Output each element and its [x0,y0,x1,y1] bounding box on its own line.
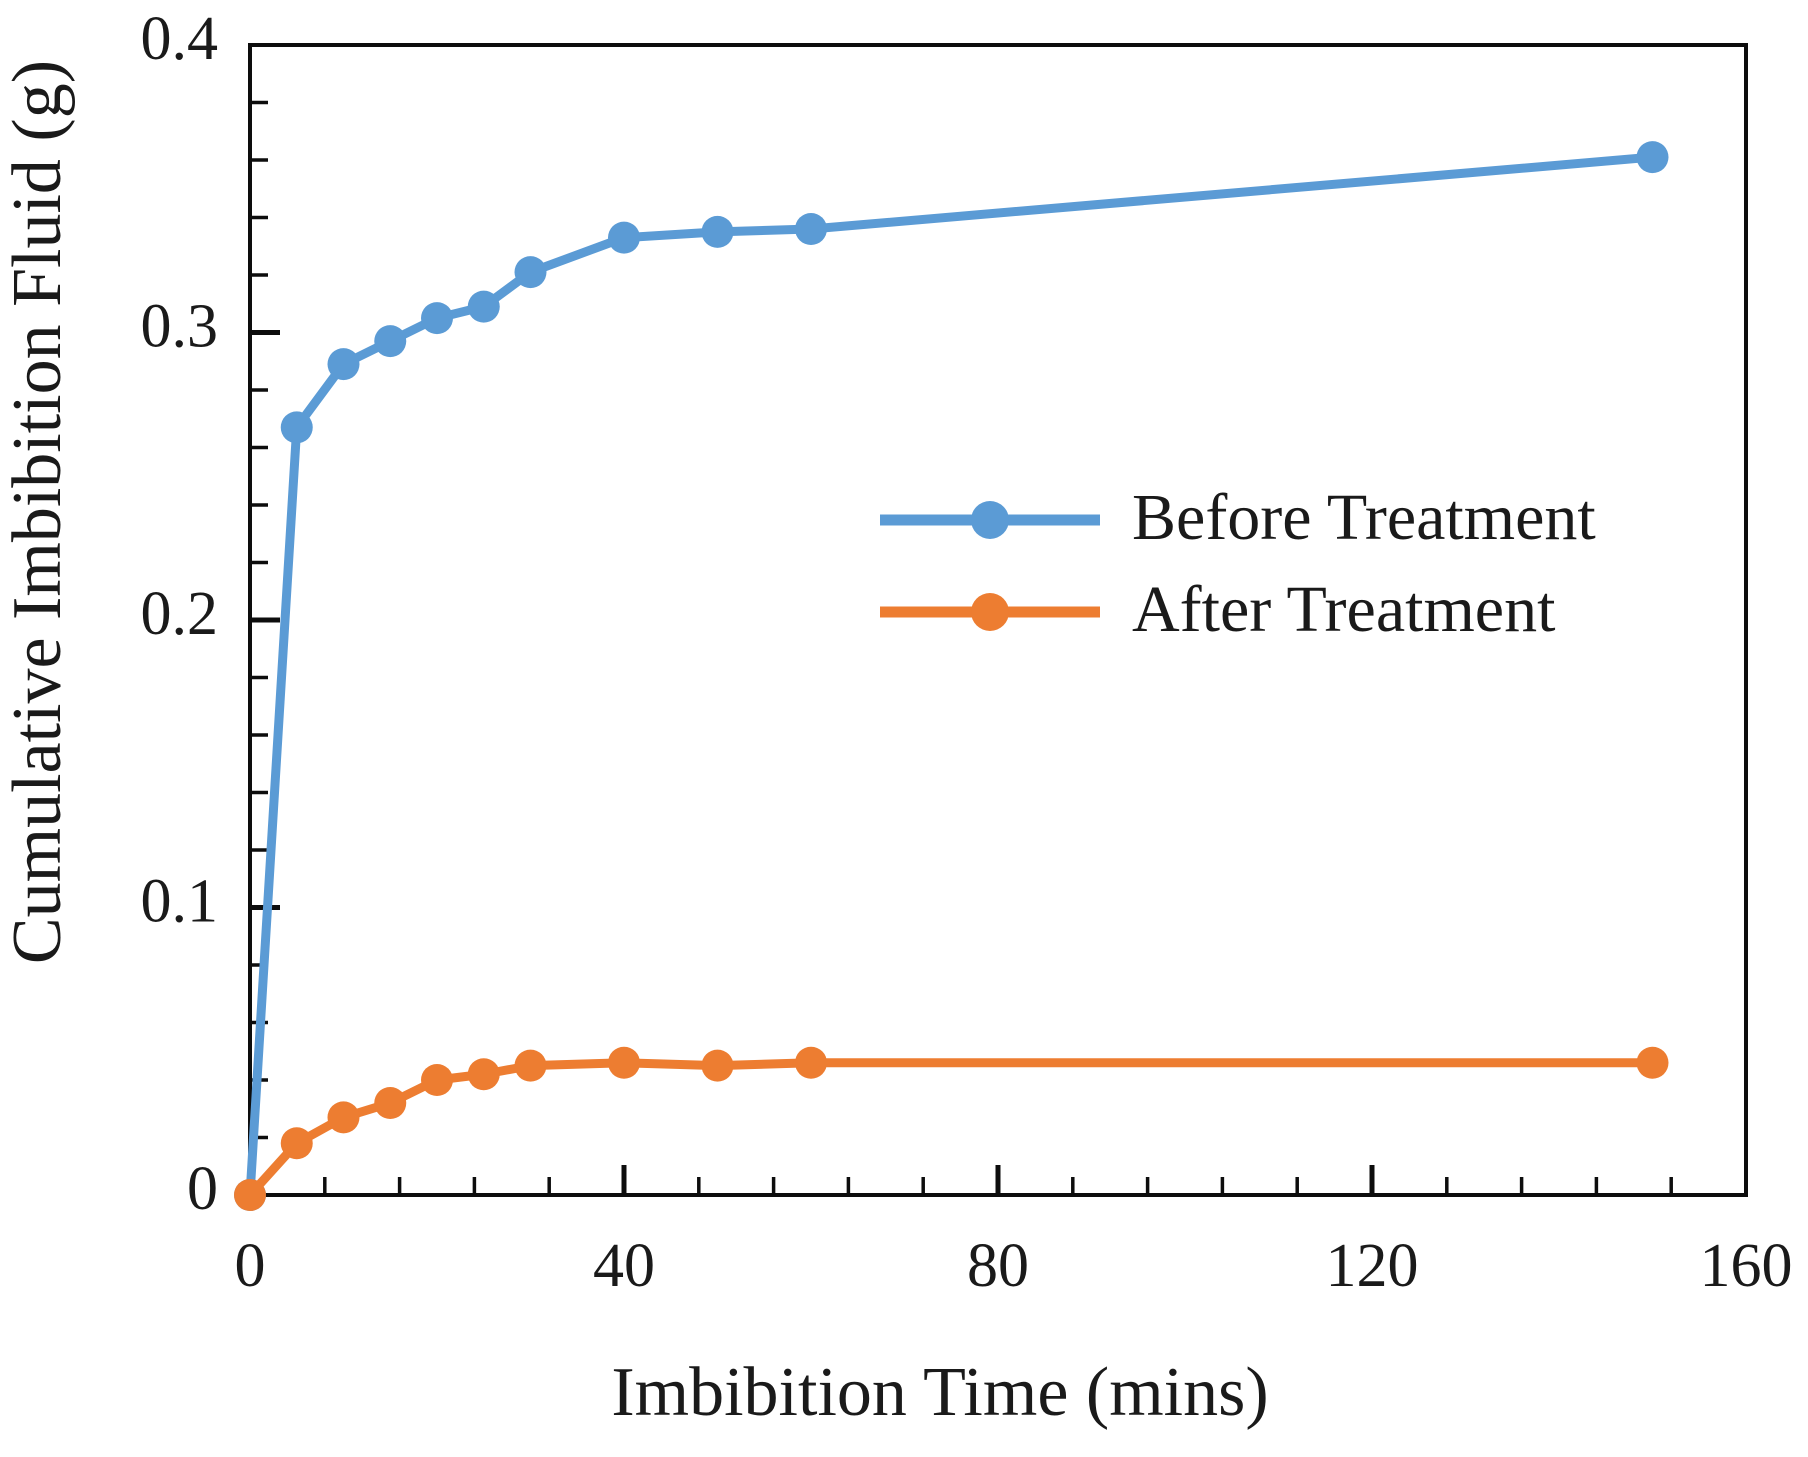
legend-marker-icon [971,501,1009,539]
x-tick-label: 0 [235,1232,266,1300]
x-tick-label: 80 [967,1232,1029,1300]
legend-label-after-treatment: After Treatment [1132,573,1555,646]
data-point [701,1049,734,1082]
data-point [280,411,313,444]
data-point [280,1127,313,1160]
y-tick-label: 0.2 [141,580,219,648]
data-point [1636,141,1669,174]
data-point [514,1049,547,1082]
y-tick-label: 0.1 [141,868,219,936]
x-tick-label: 120 [1326,1232,1419,1300]
data-point [795,213,827,245]
x-tick-label: 40 [593,1232,655,1300]
x-axis-title: Imbibition Time (mins) [611,1354,1268,1431]
data-point [795,1046,827,1079]
axis-tick-labels: 0 40 80 120 160 0 0.1 0.2 0.3 0.4 [141,5,1793,1300]
data-point [327,1101,360,1134]
data-point [514,256,547,289]
data-point [374,325,407,358]
legend-marker-icon [971,593,1009,631]
legend-item-before-treatment: Before Treatment [880,481,1596,554]
data-point [701,215,734,248]
data-point [467,1058,500,1091]
y-tick-label: 0.4 [141,5,219,73]
data-point [467,290,500,323]
axis-ticks [250,100,1673,1195]
data-point [1636,1046,1669,1079]
data-point [421,1064,453,1096]
legend-label-before-treatment: Before Treatment [1132,481,1596,554]
y-tick-label: 0.3 [141,293,219,361]
data-point [234,1179,266,1211]
series-line-1 [245,1058,1657,1200]
data-series [234,141,1669,1211]
data-point [608,221,640,254]
x-tick-label: 160 [1700,1232,1793,1300]
y-tick-label: 0 [187,1155,218,1223]
data-point [608,1046,640,1079]
legend: Before Treatment After Treatment [880,481,1596,646]
data-point [421,302,453,335]
data-point [327,348,360,381]
data-point [374,1087,407,1119]
series-line-0 [245,152,1657,1200]
y-axis-title: Cumulative Imbibition Fluid (g) [0,60,76,964]
legend-item-after-treatment: After Treatment [880,573,1555,646]
